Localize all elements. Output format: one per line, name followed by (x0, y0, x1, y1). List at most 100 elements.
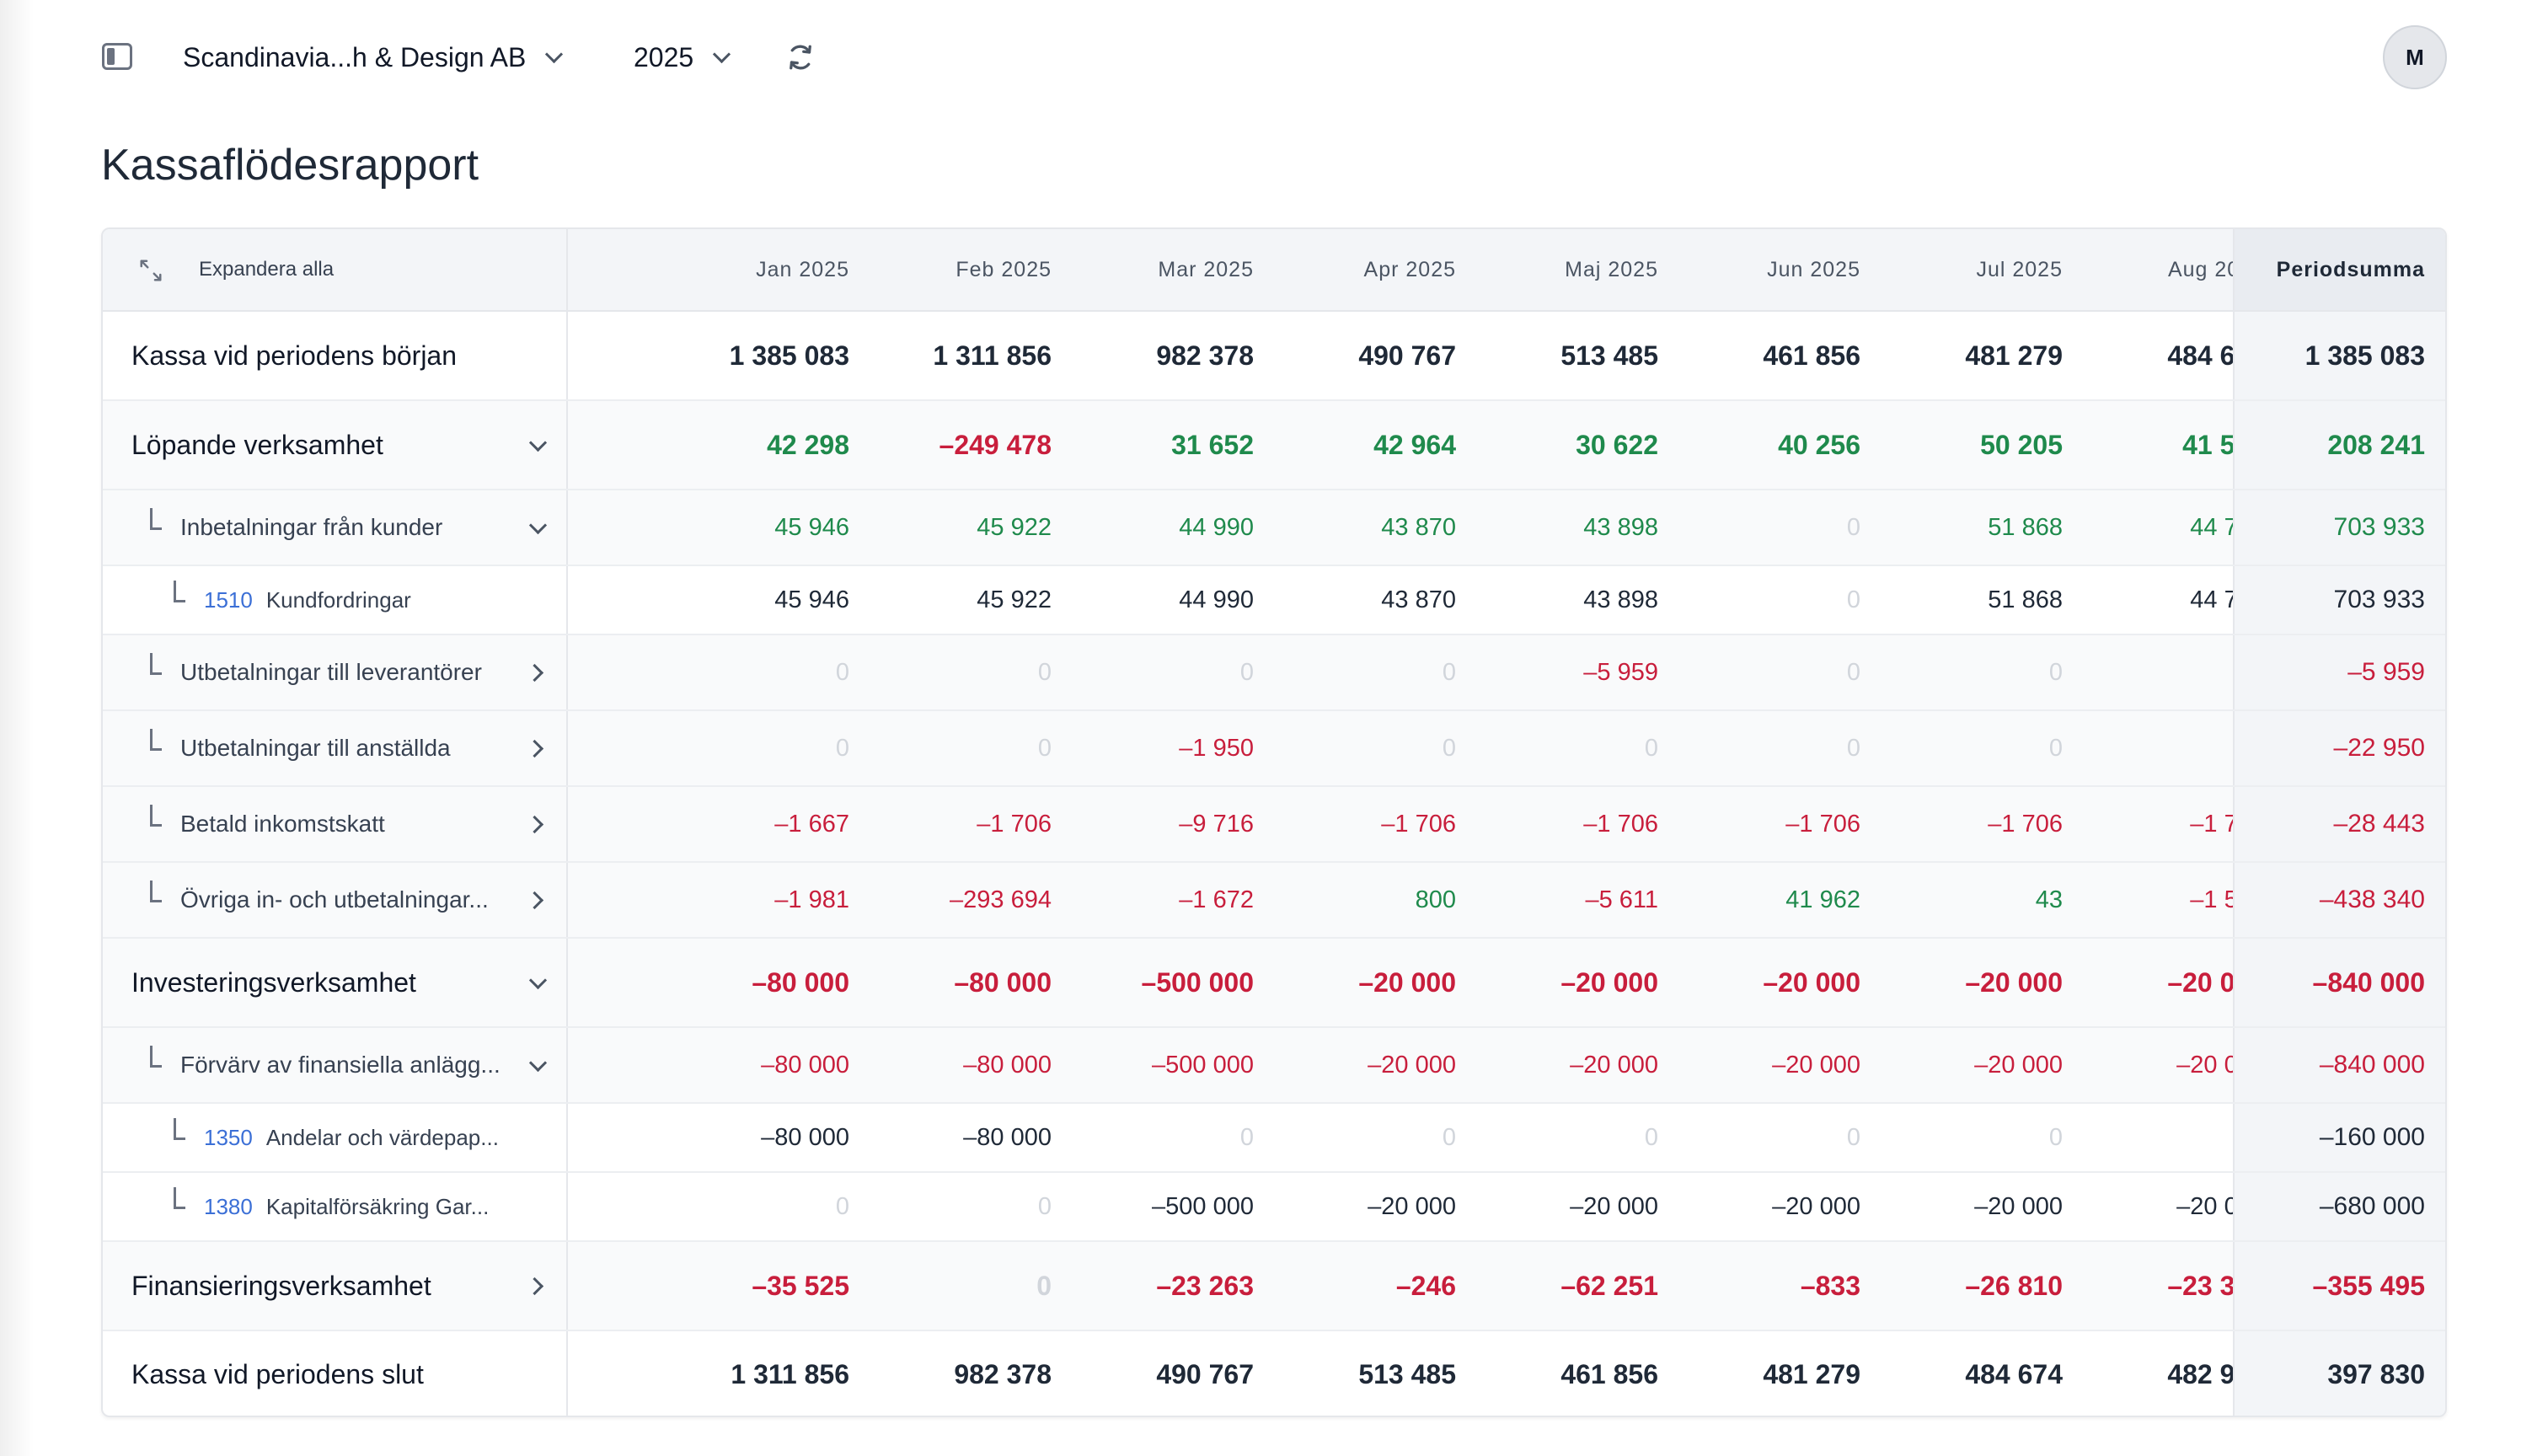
column-header-2: Mar 2025 (1052, 229, 1254, 310)
column-header-label: Jan 2025 (756, 257, 849, 281)
row-label-löpande-verksamhet[interactable]: Löpande verksamhet (103, 401, 568, 489)
chevron-right-icon[interactable] (525, 663, 544, 682)
year-select[interactable]: 2025 (634, 37, 731, 78)
value-cell: –293 694 (950, 886, 1052, 913)
value-cell: 51 868 (1988, 586, 2063, 613)
table-row[interactable]: Inbetalningar från kunder 45 946 45 922 44 … (103, 490, 2445, 566)
account-label: 1510 Kundfordringar (103, 587, 411, 613)
account-number-link[interactable]: 1350 (204, 1124, 253, 1150)
row-label-investeringsverksamhet[interactable]: Investeringsverksamhet (103, 939, 568, 1026)
chevron-right-icon[interactable] (525, 815, 544, 834)
table-row[interactable]: Investeringsverksamhet –80 000 –80 000 –500… (103, 939, 2445, 1028)
value-cell: 800 (1415, 886, 1456, 913)
value-cell: 1 311 856 (933, 340, 1052, 371)
value-cell: –20 000 (1570, 1192, 1658, 1220)
row-label-text: Förvärv av finansiella anlägg... (180, 1052, 500, 1078)
column-header-1: Feb 2025 (849, 229, 1052, 310)
table-row: Kassa vid periodens slut 1 311 856 982 378… (103, 1331, 2445, 1416)
value-cell: –5 959 (1583, 658, 1658, 686)
value-cell: 0 (1442, 734, 1456, 762)
row-label-kundfordringar: 1510 Kundfordringar (103, 566, 568, 634)
value-cell: –1 706 (1381, 810, 1456, 838)
table-row: 1350 Andelar och värdepap... –80 000 –80 00… (103, 1104, 2445, 1173)
value-cell: 0 (1239, 658, 1254, 686)
row-label-inbetalningar-från-kunder[interactable]: Inbetalningar från kunder (103, 490, 568, 565)
period-total-cell: 208 241 (2233, 401, 2445, 489)
period-total-cell: 397 830 (2233, 1331, 2445, 1416)
chevron-down-icon[interactable] (528, 516, 548, 535)
chevron-right-icon[interactable] (525, 739, 544, 758)
chevron-right-icon[interactable] (525, 1277, 544, 1296)
account-number-link[interactable]: 1380 (204, 1193, 253, 1219)
value-cell: 0 (1644, 1123, 1658, 1151)
chevron-down-icon[interactable] (528, 971, 548, 990)
value-cell: –80 000 (761, 1123, 849, 1151)
company-select[interactable]: Scandinavia...h & Design AB (183, 37, 564, 78)
row-label-text: Investeringsverksamhet (131, 966, 416, 998)
value-cell: 42 964 (1373, 429, 1456, 460)
value-cell: 1 385 083 (729, 340, 849, 371)
column-header-label: Maj 2025 (1565, 257, 1658, 281)
table-row[interactable]: Löpande verksamhet 42 298 –249 478 31 652 42… (103, 401, 2445, 490)
sidebar-toggle-icon[interactable] (102, 43, 132, 70)
value-cell: –1 706 (1785, 810, 1860, 838)
value-cell: –80 000 (963, 1123, 1052, 1151)
table-row[interactable]: Finansieringsverksamhet –35 525 0 –23 263 –2… (103, 1242, 2445, 1331)
value-cell: 461 856 (1560, 1358, 1658, 1389)
value-cell: 43 870 (1381, 586, 1456, 613)
value-cell: 30 622 (1576, 429, 1658, 460)
sidebar-edge (0, 0, 34, 1456)
value-cell: –9 716 (1179, 810, 1254, 838)
table-row[interactable]: Utbetalningar till leverantörer 0 0 0 0 –5 95… (103, 635, 2445, 711)
row-label-finansieringsverksamhet[interactable]: Finansieringsverksamhet (103, 1242, 568, 1330)
column-header-label: Mar 2025 (1158, 257, 1254, 281)
value-cell: 0 (1846, 586, 1860, 613)
value-cell: –500 000 (1141, 966, 1254, 998)
value-cell: –20 000 (1974, 1051, 2063, 1079)
value-cell: 461 856 (1763, 340, 1860, 371)
row-label-övriga-in-och-utbetalningar[interactable]: Övriga in- och utbetalningar... (103, 863, 568, 937)
value-cell: –20 000 (1763, 966, 1860, 998)
row-label-text: Övriga in- och utbetalningar... (180, 886, 489, 913)
table-row[interactable]: Förvärv av finansiella anlägg... –80 000 –… (103, 1028, 2445, 1104)
expand-all-button[interactable]: Expandera alla (103, 229, 568, 310)
value-cell: 0 (1239, 1123, 1254, 1151)
refresh-icon[interactable] (785, 42, 816, 72)
chevron-right-icon[interactable] (525, 891, 544, 910)
period-total-cell: –28 443 (2233, 787, 2445, 861)
value-cell: 0 (2048, 734, 2063, 762)
value-cell: –20 000 (1772, 1192, 1860, 1220)
chevron-down-icon (545, 45, 564, 63)
column-header-4: Maj 2025 (1456, 229, 1658, 310)
expand-all-label: Expandera alla (199, 258, 335, 281)
row-label-betald-inkomstskatt[interactable]: Betald inkomstskatt (103, 787, 568, 861)
chevron-down-icon[interactable] (528, 433, 548, 452)
row-label-förvärv-av-finansiella-anlägg[interactable]: Förvärv av finansiella anlägg... (103, 1028, 568, 1102)
value-cell: –5 611 (1585, 886, 1658, 913)
column-header-label: Feb 2025 (956, 257, 1052, 281)
column-header-3: Apr 2025 (1254, 229, 1456, 310)
value-cell: 982 378 (1156, 340, 1254, 371)
value-cell: 0 (1846, 513, 1860, 541)
avatar[interactable]: M (2383, 25, 2447, 89)
row-label-utbetalningar-till-anställda[interactable]: Utbetalningar till anställda (103, 711, 568, 785)
value-cell: 0 (1442, 1123, 1456, 1151)
tree-connector-icon (150, 653, 162, 675)
account-number-link[interactable]: 1510 (204, 586, 253, 613)
value-cell: 42 298 (767, 429, 849, 460)
table-row[interactable]: Övriga in- och utbetalningar... –1 981 –29… (103, 863, 2445, 939)
period-total-cell: –840 000 (2233, 939, 2445, 1026)
chevron-down-icon[interactable] (528, 1053, 548, 1073)
table-row: 1380 Kapitalförsäkring Gar... 0 0 –500 000 –2… (103, 1173, 2445, 1242)
value-cell: –20 000 (1368, 1192, 1456, 1220)
table-row[interactable]: Betald inkomstskatt –1 667 –1 706 –9 716 –1 … (103, 787, 2445, 863)
value-cell: –23 263 (1156, 1270, 1254, 1301)
value-cell: 490 767 (1156, 1358, 1254, 1389)
row-label-utbetalningar-till-leverantörer[interactable]: Utbetalningar till leverantörer (103, 635, 568, 709)
period-total-header: Periodsumma (2233, 229, 2445, 310)
table-row[interactable]: Utbetalningar till anställda 0 0 –1 950 0 0 0 0… (103, 711, 2445, 787)
row-label-text: Kassa vid periodens början (131, 340, 458, 371)
value-cell: –20 000 (1772, 1051, 1860, 1079)
value-cell: –20 000 (1570, 1051, 1658, 1079)
row-label-text: Utbetalningar till anställda (180, 735, 451, 761)
